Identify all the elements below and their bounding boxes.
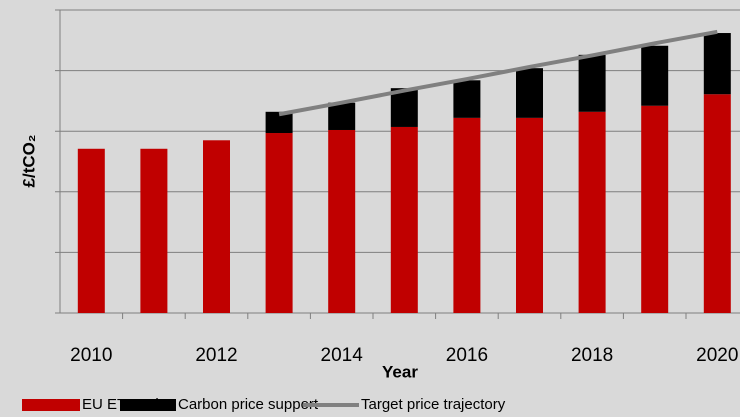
legend-swatch <box>120 399 176 411</box>
bar <box>578 54 606 112</box>
y-axis-label: £/tCO₂ <box>19 135 38 188</box>
bar <box>453 80 481 118</box>
bar <box>578 111 606 313</box>
legend-label: Target price trajectory <box>361 396 506 413</box>
x-axis-label: Year <box>382 362 418 381</box>
bar <box>703 33 731 95</box>
x-tick-label: 2016 <box>446 345 488 366</box>
bar <box>328 129 356 313</box>
bar <box>77 148 105 313</box>
bar <box>641 45 669 106</box>
bar <box>390 88 418 127</box>
bar <box>140 148 168 313</box>
bar <box>203 140 230 313</box>
bar <box>703 94 731 313</box>
bar <box>516 117 543 313</box>
bar <box>328 102 356 130</box>
x-tick-label: 2010 <box>70 345 112 366</box>
bar <box>453 117 481 313</box>
bar <box>265 111 293 134</box>
bar <box>265 133 293 313</box>
x-tick-label: 2012 <box>195 345 237 366</box>
bar <box>641 105 669 313</box>
bar <box>516 68 543 118</box>
legend-swatch <box>22 399 80 411</box>
target-line <box>278 29 718 117</box>
bar <box>390 126 418 313</box>
x-tick-label: 2014 <box>321 345 364 366</box>
legend-label: Carbon price support <box>178 396 319 413</box>
x-tick-label: 2018 <box>571 345 613 366</box>
x-tick-label: 2020 <box>696 345 738 366</box>
